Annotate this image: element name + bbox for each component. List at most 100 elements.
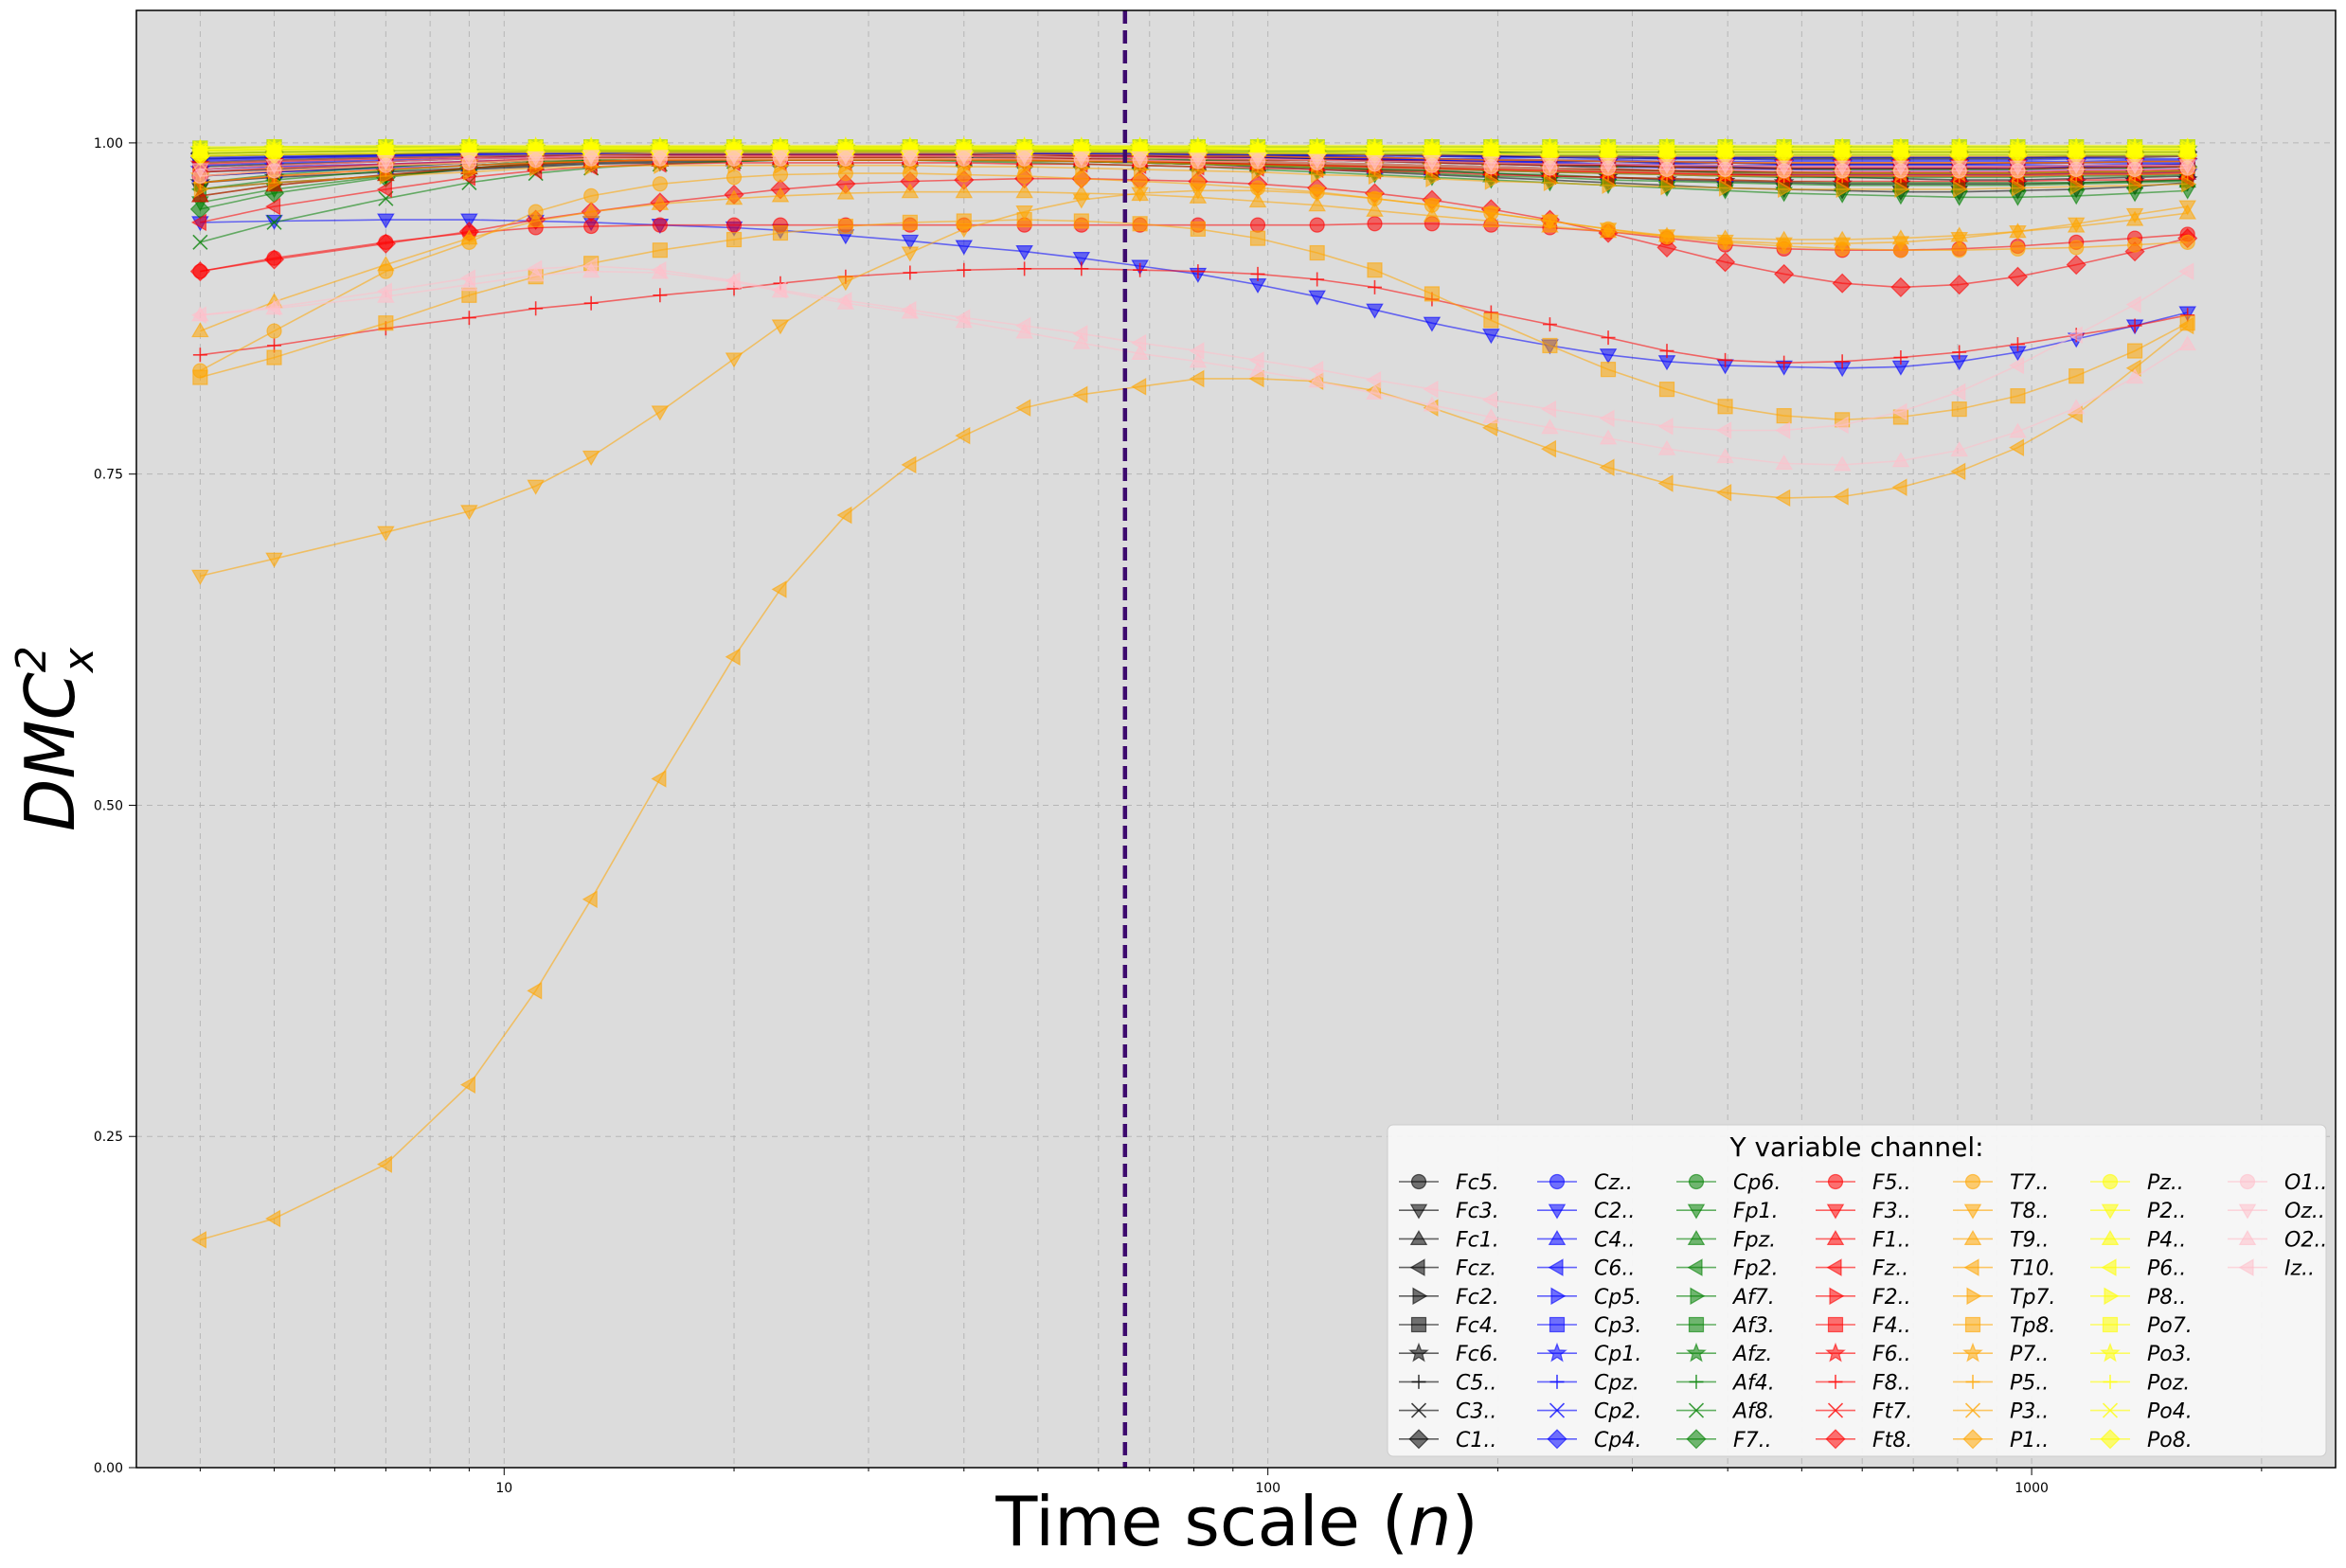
data-point <box>377 154 395 170</box>
data-point <box>1189 187 1208 204</box>
data-point <box>1189 369 1205 388</box>
legend-entry: F2.. <box>1816 1286 1911 1310</box>
data-point <box>1657 226 1676 242</box>
legend-entry: F1.. <box>1816 1228 1911 1252</box>
data-point <box>193 180 209 199</box>
data-point <box>1308 290 1326 306</box>
data-point <box>1424 286 1441 302</box>
legend-label: T9.. <box>2010 1228 2049 1252</box>
data-point <box>1548 1258 1564 1276</box>
data-point <box>1966 1287 1982 1306</box>
legend-label: F3.. <box>1872 1200 1911 1223</box>
legend-entry: Cp4. <box>1537 1429 1641 1452</box>
data-point <box>651 770 667 788</box>
data-point <box>1366 383 1384 400</box>
data-point <box>1248 351 1264 369</box>
legend-label: Po8. <box>2147 1429 2193 1452</box>
data-point <box>725 150 743 166</box>
data-point <box>2125 159 2144 175</box>
data-point <box>192 369 208 385</box>
legend-entry: Po8. <box>2090 1429 2193 1452</box>
series-f8 <box>192 261 2195 370</box>
legend-entry: Poz. <box>2090 1371 2190 1395</box>
legend-label: T10. <box>2010 1257 2055 1281</box>
data-point <box>1825 1429 1846 1450</box>
legend-label: Po7. <box>2147 1314 2193 1338</box>
data-point <box>1540 439 1557 458</box>
data-point <box>1659 344 1674 359</box>
data-point <box>583 295 599 311</box>
data-point <box>2067 217 2086 233</box>
grid <box>136 10 2336 1469</box>
data-point <box>772 224 789 241</box>
data-point <box>265 159 283 175</box>
legend-entry: T9.. <box>1953 1228 2049 1252</box>
legend-entry: P6.. <box>2090 1257 2186 1281</box>
data-point <box>1542 337 1558 354</box>
data-point <box>1366 303 1384 319</box>
data-point <box>1366 371 1382 389</box>
data-point <box>1248 192 1267 208</box>
data-point <box>1072 184 1091 200</box>
data-point <box>1131 186 1149 202</box>
data-point <box>1409 1258 1425 1276</box>
legend-entry: Fp1. <box>1676 1200 1779 1223</box>
legend-entry: C1.. <box>1399 1429 1496 1452</box>
data-point <box>1689 1374 1704 1389</box>
legend-label: Cp6. <box>1733 1171 1781 1195</box>
series-t10 <box>190 316 2194 1249</box>
data-point <box>2067 159 2086 175</box>
data-point <box>651 260 667 279</box>
data-point <box>1599 223 1618 239</box>
legend-label: Cp3. <box>1594 1314 1641 1338</box>
data-point <box>1891 402 1907 421</box>
legend-label: P3.. <box>2010 1400 2049 1424</box>
data-point <box>265 298 281 316</box>
data-point <box>1131 344 1149 360</box>
x-tick-label: 1000 <box>2015 1481 2049 1496</box>
data-point <box>955 150 974 166</box>
data-point <box>1962 1342 1983 1363</box>
data-point <box>265 552 283 568</box>
legend-label: Cp1. <box>1594 1343 1641 1366</box>
data-point <box>1952 345 1967 360</box>
data-point <box>1833 160 1852 176</box>
data-point <box>1482 408 1500 424</box>
data-point <box>725 231 743 248</box>
data-point <box>1072 385 1088 404</box>
data-point <box>1310 272 1325 287</box>
data-point <box>1131 151 1149 167</box>
legend-label: F2.. <box>1872 1286 1911 1310</box>
legend-entry: O1.. <box>2228 1171 2327 1195</box>
data-point <box>1481 391 1497 409</box>
legend-entry: Ft8. <box>1816 1429 1912 1452</box>
legend-label: Fp2. <box>1733 1257 1779 1281</box>
data-point <box>460 213 478 229</box>
data-point <box>1827 1316 1844 1333</box>
data-point <box>652 242 668 258</box>
data-point <box>2179 315 2195 331</box>
data-point <box>2011 179 2027 197</box>
series-oz <box>191 150 2196 179</box>
data-point <box>1894 180 1910 199</box>
data-point <box>2178 204 2196 220</box>
legend-label: P8.. <box>2147 1286 2186 1310</box>
legend-label: P4.. <box>2147 1228 2186 1252</box>
data-point <box>1688 1173 1705 1190</box>
data-point <box>189 261 210 282</box>
data-point <box>1827 1173 1844 1190</box>
data-point <box>461 311 476 326</box>
data-point <box>957 262 972 277</box>
data-point <box>191 322 209 338</box>
data-point <box>460 505 478 521</box>
data-point <box>1249 230 1266 246</box>
data-point <box>460 229 478 245</box>
data-point <box>527 151 545 167</box>
legend-entry: C4.. <box>1537 1228 1635 1252</box>
data-point <box>1599 409 1615 428</box>
legend-entry: P1.. <box>1953 1429 2049 1452</box>
data-point <box>266 214 282 230</box>
legend-label: Iz.. <box>2284 1257 2315 1281</box>
legend-entry: P7.. <box>1953 1342 2049 1366</box>
legend-label: F6.. <box>1872 1343 1911 1366</box>
